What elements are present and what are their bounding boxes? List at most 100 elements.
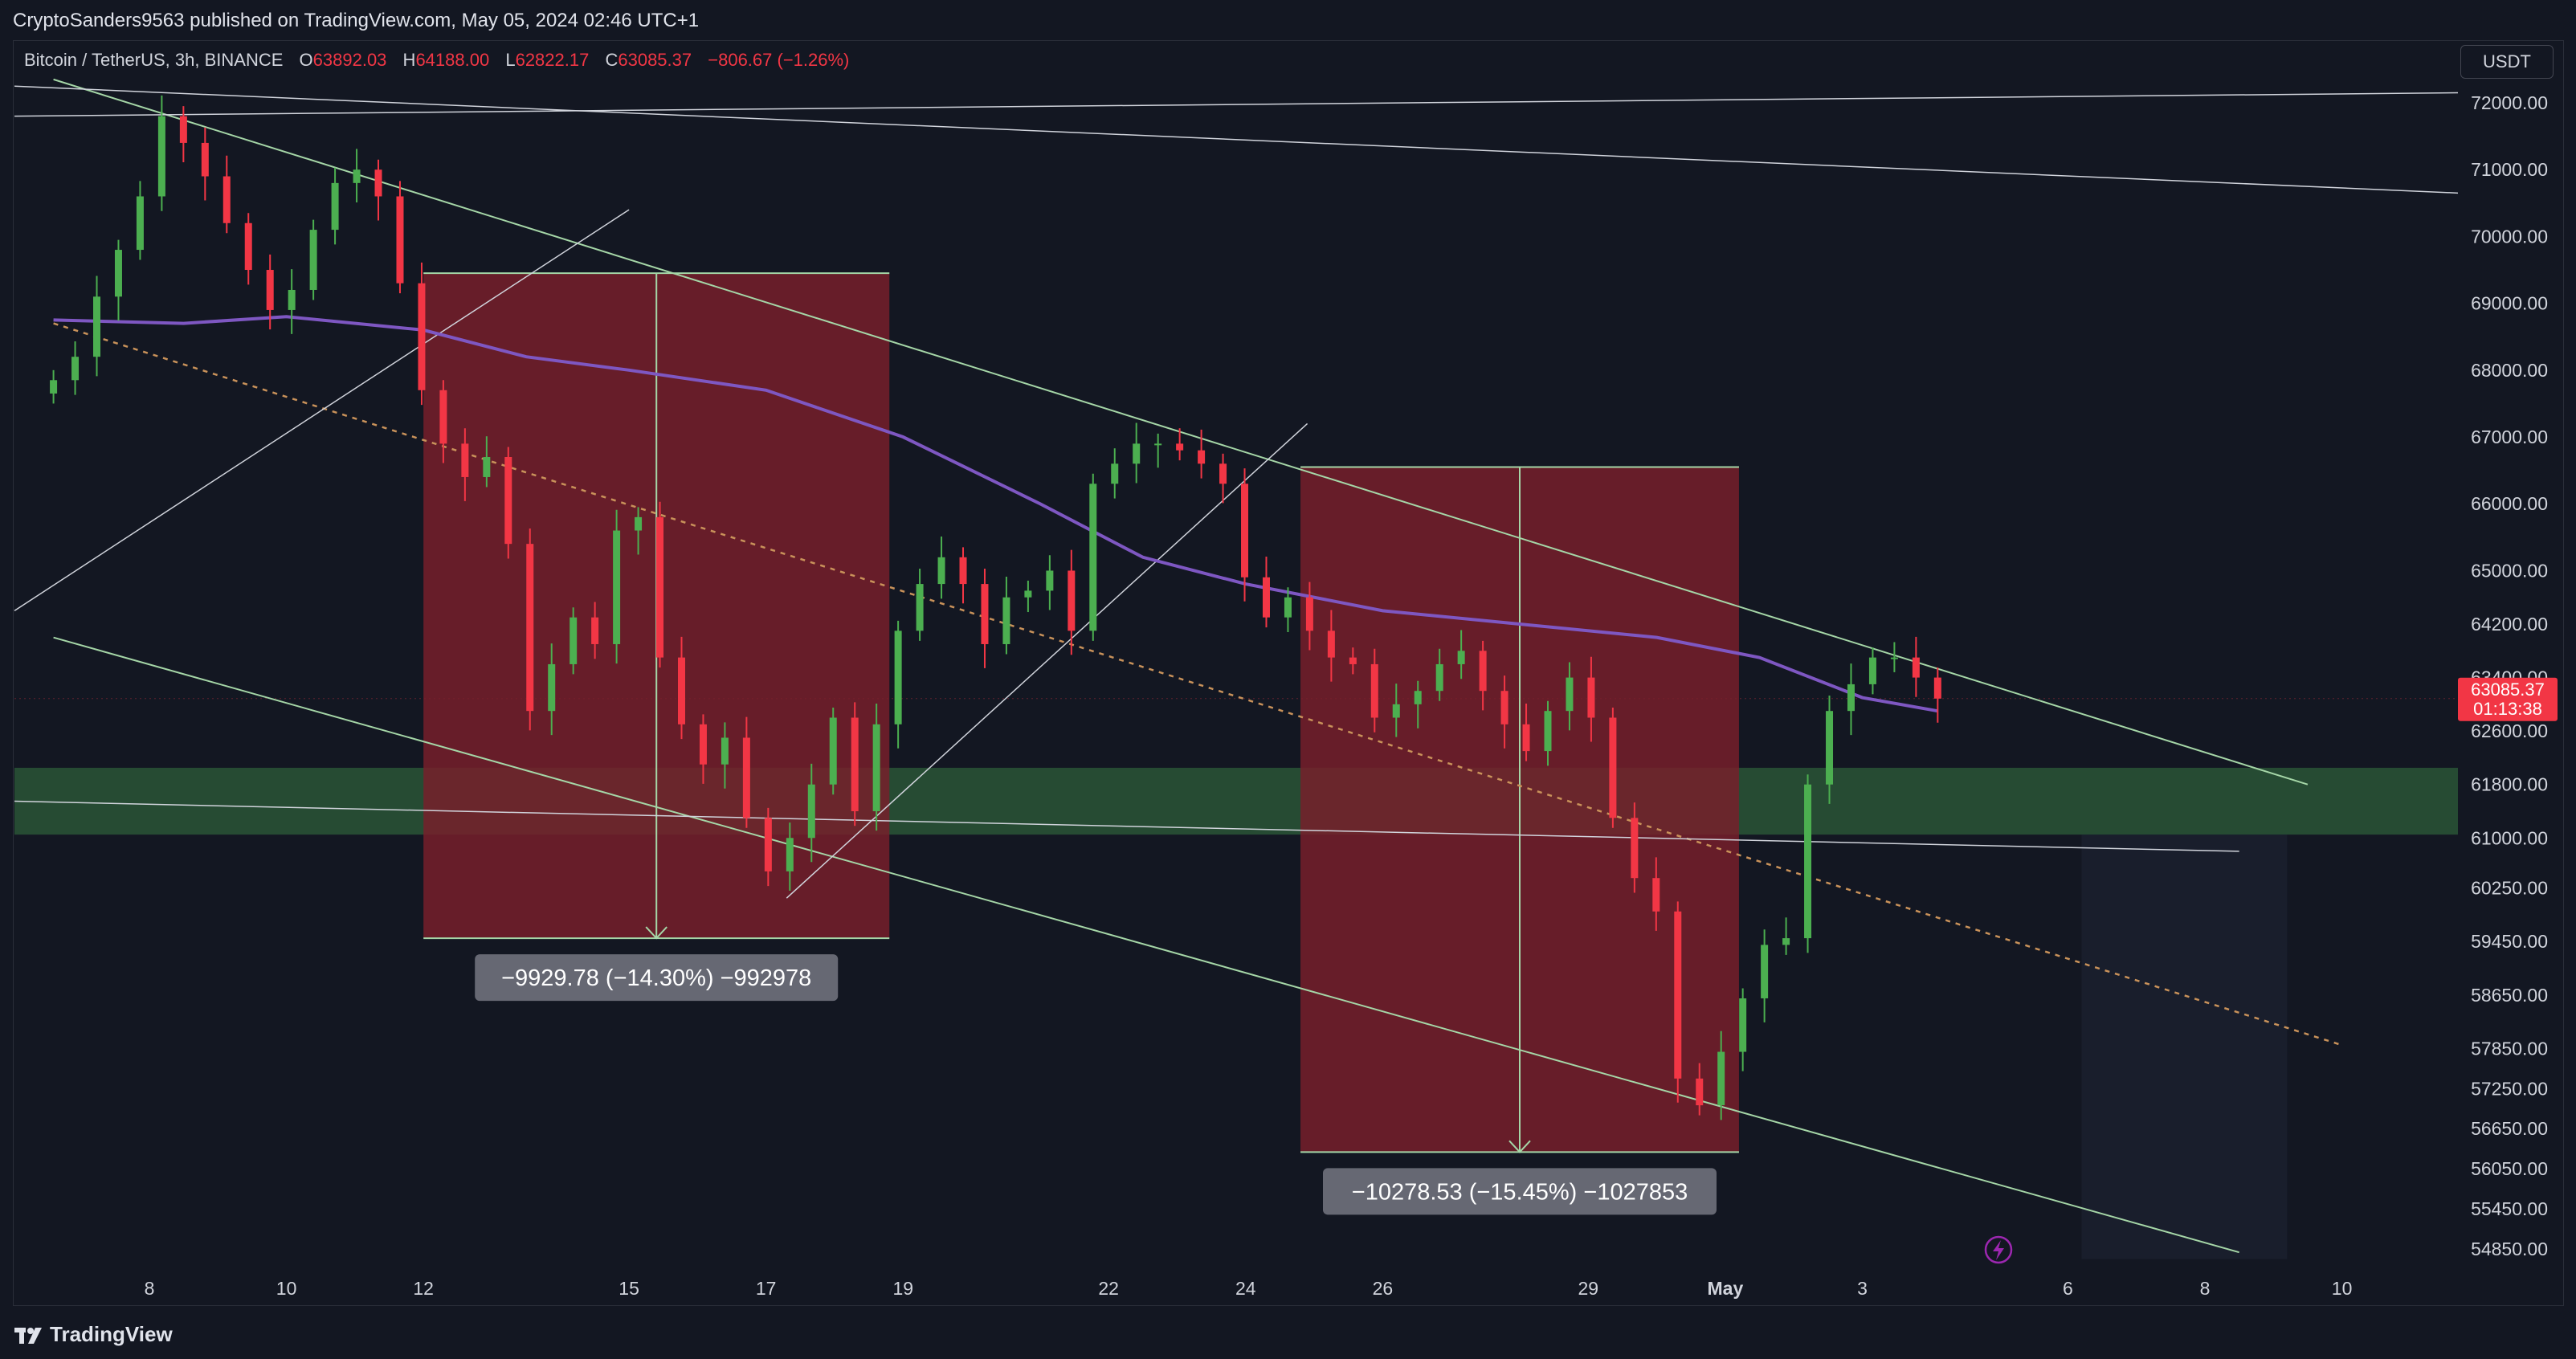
price-tick-label: 57250.00 [2471, 1078, 2548, 1099]
time-tick-label: 10 [276, 1278, 297, 1299]
open-value: 63892.03 [312, 50, 387, 70]
measure-layer [423, 272, 1739, 1153]
close-value: 63085.37 [618, 50, 692, 70]
price-tick-label: 64200.00 [2471, 614, 2548, 635]
time-tick-label: 29 [1578, 1278, 1599, 1299]
lightning-circle [1984, 1235, 2013, 1264]
resistance-line-upper [14, 92, 2459, 117]
time-tick-label: 17 [756, 1278, 777, 1299]
candle-body [396, 196, 404, 284]
candle-body [1739, 998, 1747, 1052]
time-tick-label: 15 [618, 1278, 639, 1299]
candle-body [548, 663, 556, 712]
candle-body [1305, 597, 1313, 631]
candle-body [1349, 657, 1357, 664]
current-price-countdown: 01:13:38 [2473, 699, 2542, 719]
candle-body [1566, 677, 1574, 712]
candle-body [526, 544, 534, 712]
candle-body [1002, 597, 1010, 644]
candle-body [1198, 450, 1206, 464]
time-tick-label: 8 [2200, 1278, 2211, 1299]
candle-body [1392, 704, 1400, 718]
candle-body [1435, 663, 1443, 692]
candle-body [656, 516, 664, 658]
tradingview-logo[interactable]: TradingView [14, 1322, 173, 1347]
currency-button[interactable]: USDT [2460, 45, 2554, 79]
candle-body [157, 116, 165, 197]
resistance-line-lower [14, 85, 2459, 194]
candle-body [1457, 651, 1465, 664]
measure-labels-layer: −9929.78 (−14.30%) −992978 −10278.53 (−15… [475, 954, 1717, 1215]
candle-body [1414, 691, 1422, 704]
price-tick-label: 56050.00 [2471, 1158, 2548, 1179]
candle-body [93, 296, 101, 357]
price-tick-label: 70000.00 [2471, 226, 2548, 247]
trendline-layer [14, 78, 2459, 1254]
candle-body [1782, 938, 1790, 945]
candle-body [483, 456, 491, 477]
candle-body [1241, 484, 1249, 577]
close-key: C [605, 50, 618, 70]
price-tick-label: 62600.00 [2471, 720, 2548, 741]
candle-body [136, 196, 144, 251]
price-tick-label: 56650.00 [2471, 1118, 2548, 1139]
candle-body [937, 557, 945, 585]
candle-body [591, 617, 599, 644]
candle-body [244, 222, 252, 271]
candle-body [1717, 1051, 1725, 1106]
high-key: H [402, 50, 416, 70]
candle-body [1674, 911, 1682, 1079]
price-tick-label: 58650.00 [2471, 985, 2548, 1006]
publish-credit: CryptoSanders9563 published on TradingVi… [13, 10, 700, 31]
candle-body [981, 584, 989, 644]
symbol-legend: Bitcoin / TetherUS, 3h, BINANCE O63892.0… [24, 50, 849, 71]
price-tick-label: 61000.00 [2471, 827, 2548, 848]
candle-body [1262, 577, 1270, 618]
lightning-bolt [1993, 1240, 2004, 1260]
time-tick-label: 10 [2332, 1278, 2353, 1299]
price-tick-label: 54850.00 [2471, 1239, 2548, 1259]
candle-body [1696, 1078, 1704, 1106]
candle-body [1631, 818, 1639, 879]
low-value: 62822.17 [515, 50, 590, 70]
candle-body [439, 390, 447, 444]
candle-body [179, 116, 187, 143]
candle-body [353, 169, 361, 183]
symbol-name: Bitcoin / TetherUS, 3h, BINANCE [24, 50, 284, 70]
chart-frame [13, 40, 2564, 1306]
support-zone [14, 767, 2458, 835]
candle-body [1176, 443, 1184, 451]
time-tick-label: 8 [145, 1278, 155, 1299]
candle-body [331, 182, 339, 231]
candle-body [1111, 463, 1119, 484]
candle-body [851, 717, 859, 811]
price-tick-label: 72000.00 [2471, 92, 2548, 113]
projection-shade [2081, 835, 2288, 1259]
candle-body [418, 283, 426, 390]
price-tick-label: 59450.00 [2471, 931, 2548, 952]
candle-body [1068, 570, 1076, 631]
candle-body [764, 818, 772, 871]
measure-label-2: −10278.53 (−15.45%) −1027853 [1352, 1179, 1688, 1205]
candle-body [1327, 631, 1335, 658]
candle-body [288, 289, 296, 310]
candle-body [1890, 657, 1898, 659]
price-tick-label: 55450.00 [2471, 1198, 2548, 1219]
candle-body [222, 176, 231, 223]
candle-body [1046, 570, 1054, 591]
price-tick-label: 60250.00 [2471, 878, 2548, 899]
price-tick-label: 68000.00 [2471, 360, 2548, 381]
candle-body [721, 737, 729, 765]
low-key: L [505, 50, 516, 70]
high-value: 64188.00 [415, 50, 490, 70]
candle-body [829, 717, 837, 785]
horizontal-support-line [14, 800, 2239, 852]
tradingview-brand: TradingView [50, 1322, 173, 1346]
support-zone-layer [14, 767, 2458, 1259]
candle-body [1804, 784, 1812, 939]
price-tick-label: 61800.00 [2471, 774, 2548, 795]
candle-body [309, 230, 317, 290]
candle-body [786, 838, 794, 871]
time-tick-label: 6 [2063, 1278, 2073, 1299]
